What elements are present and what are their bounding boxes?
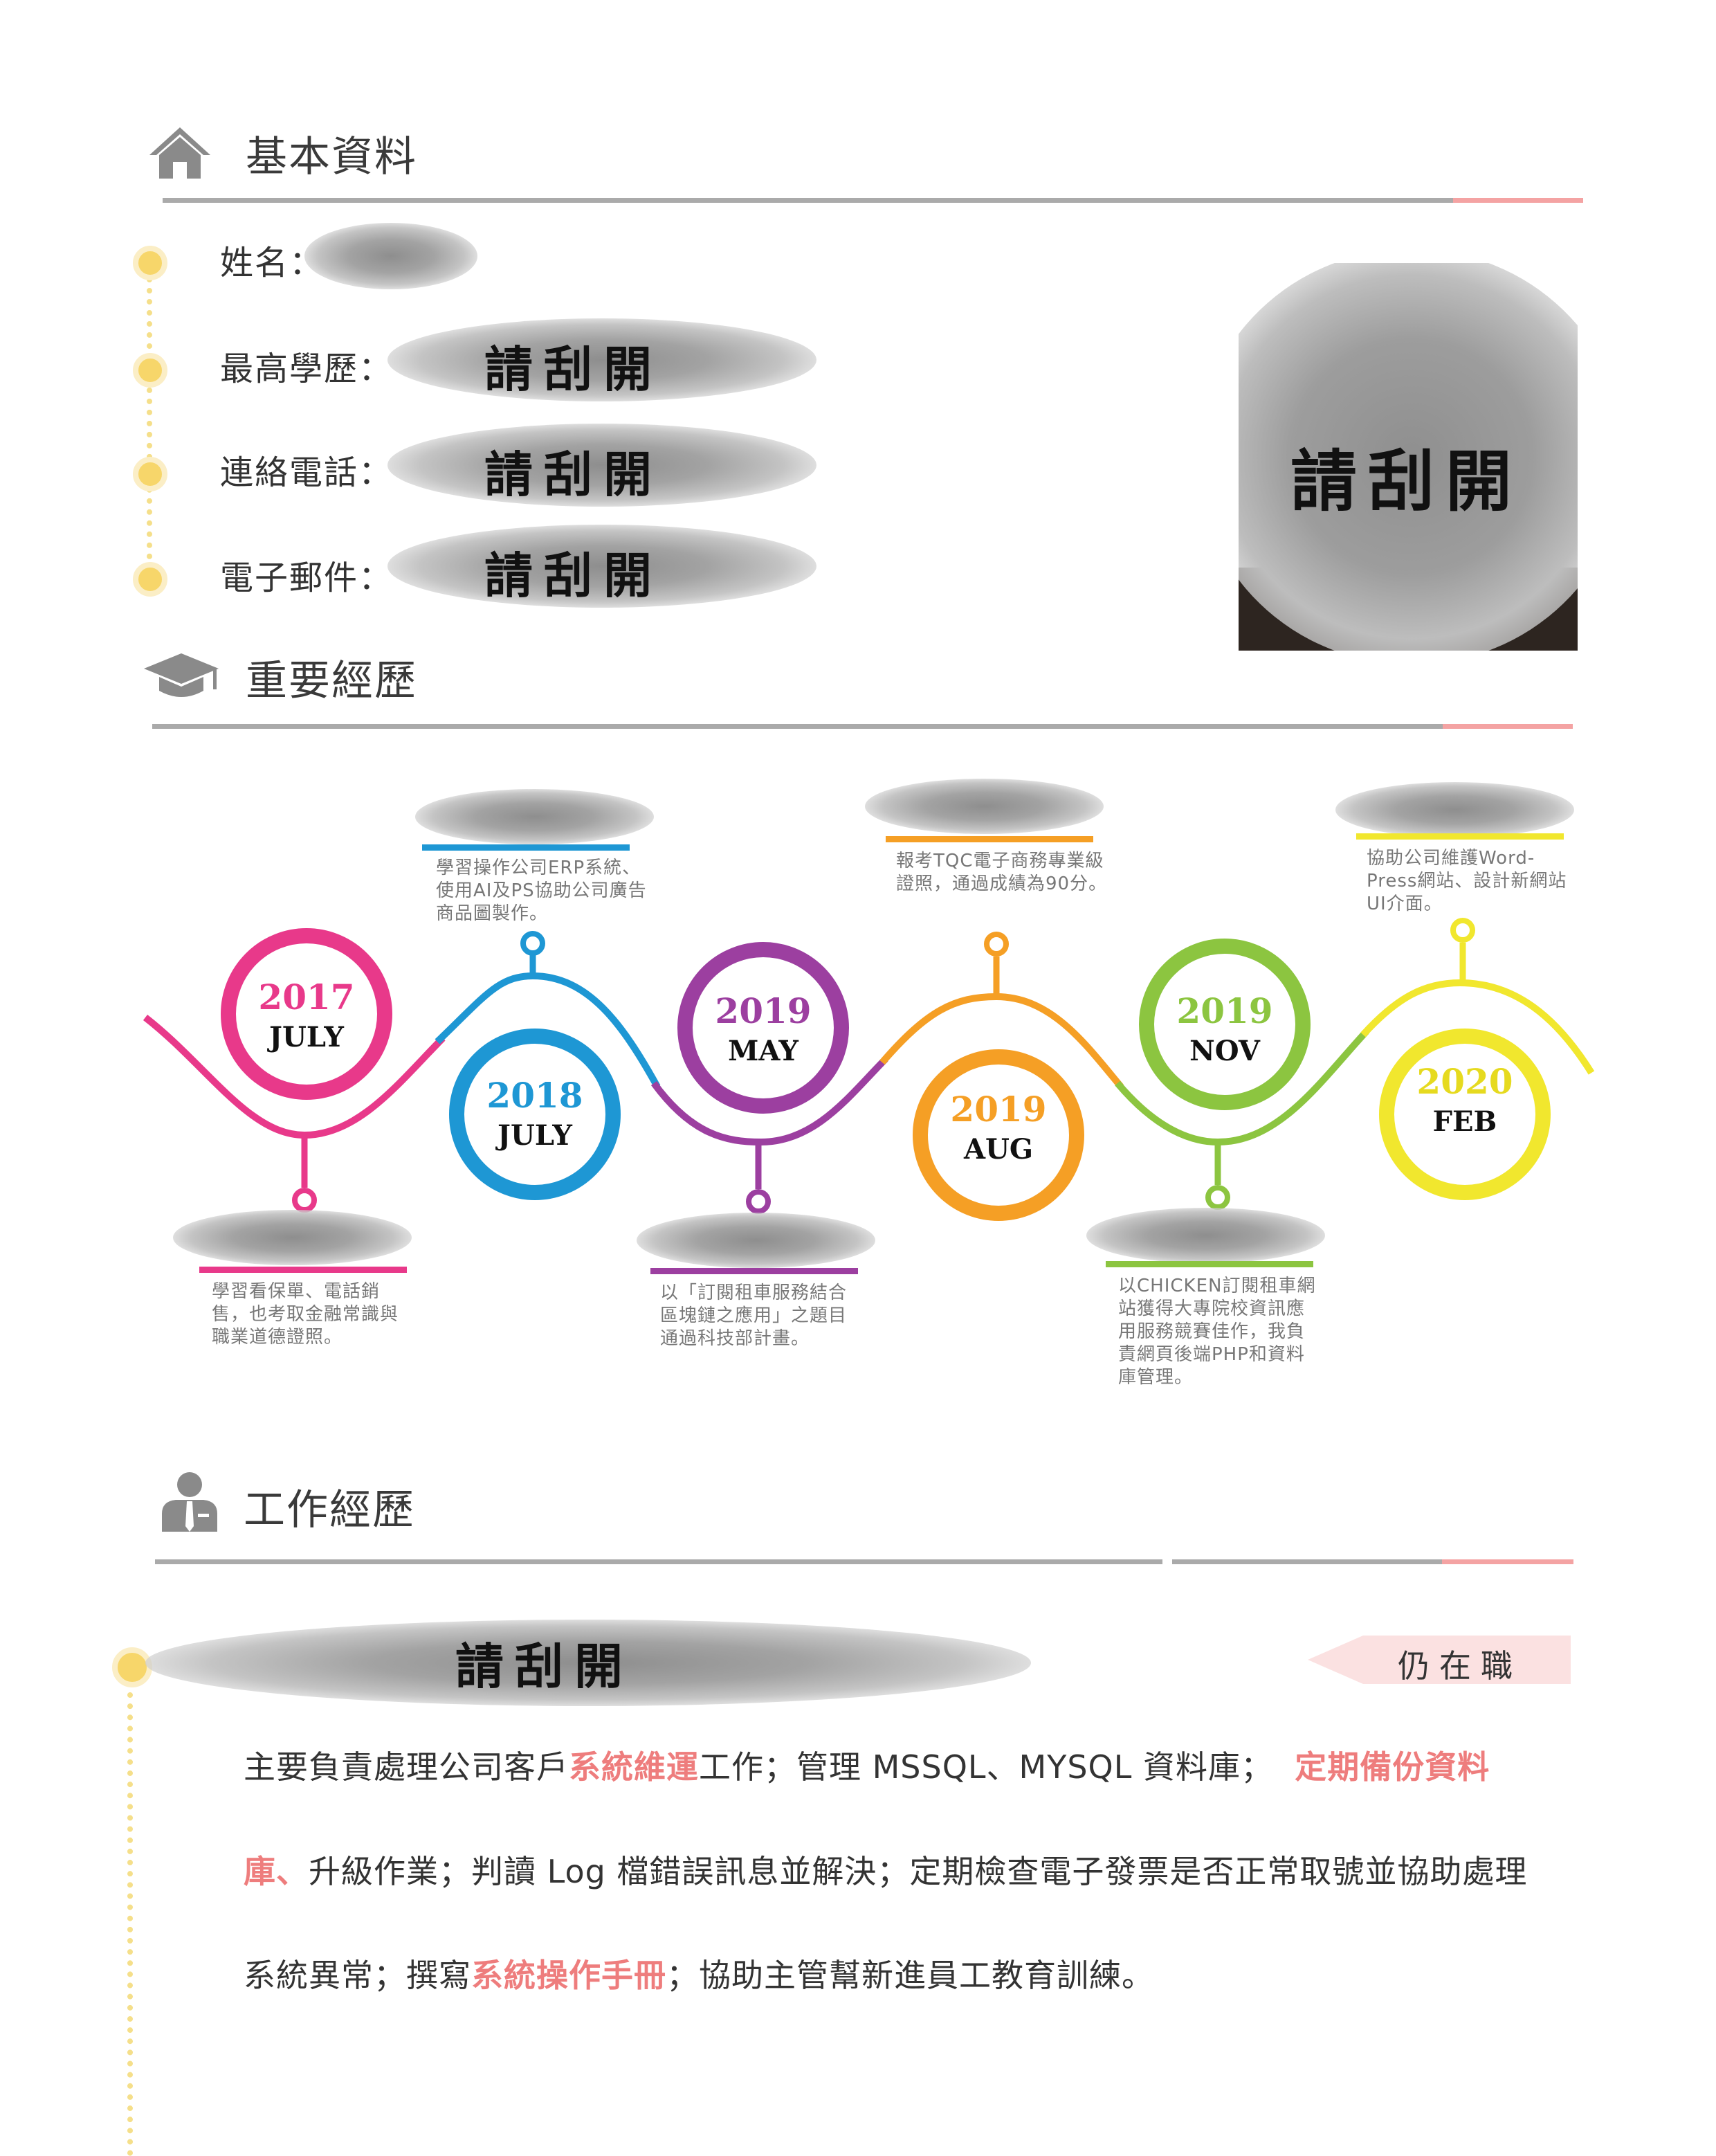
phone-label: 連絡電話： [220, 453, 394, 492]
home-icon [147, 125, 213, 180]
wave-segment-2019-nov [1115, 1029, 1369, 1146]
timeline-month: JULY [495, 1119, 572, 1152]
timeline-scratch-area[interactable] [1335, 782, 1574, 837]
name-scratch-area[interactable] [304, 223, 477, 289]
timeline-desc: 學習操作公司ERP系統、使用AI及PS協助公司廣告商品圖製作。 [436, 858, 647, 924]
section-rule-accent [1443, 724, 1573, 729]
section-title-basic: 基本資料 [246, 133, 417, 181]
timeline-scratch-area[interactable] [865, 779, 1104, 834]
timeline-scratch-area[interactable] [173, 1210, 412, 1265]
education-scratch-text: 請刮開 [484, 341, 663, 398]
bullet-dot [133, 246, 167, 280]
education-label: 最高學歷： [220, 350, 394, 388]
timeline-year: 2019 [715, 990, 811, 1031]
company-scratch-text: 請刮開 [455, 1638, 634, 1695]
timeline-month: JULY [267, 1021, 344, 1053]
timeline-scratch-area[interactable] [1086, 1208, 1325, 1263]
email-label: 電子郵件： [220, 559, 394, 597]
bullet-dot [112, 1647, 152, 1687]
wave-segment-2018 [435, 972, 661, 1089]
phone-scratch-text: 請刮開 [484, 446, 663, 503]
section-rule-accent [1453, 198, 1583, 203]
timeline-desc: 以CHICKEN訂閱租車網站獲得大專院校資訊應用服務競賽佳作，我負責網頁後端PH… [1118, 1276, 1316, 1388]
bullet-dot [133, 353, 167, 388]
wave-segment-2019-may [650, 1056, 888, 1146]
section-rule [152, 724, 1443, 729]
bullet-connector [127, 1692, 137, 2156]
wave-segment-2020 [1360, 979, 1595, 1075]
section-rule [163, 198, 1454, 203]
status-text: 仍在職 [1398, 1647, 1522, 1685]
businessman-icon [161, 1471, 219, 1533]
photo-scratch-text: 請刮開 [1290, 443, 1523, 520]
timeline-card-bar [199, 1267, 407, 1273]
work-desc-line1: 主要負責處理公司客戶系統維運工作；管理 MSSQL、MYSQL 資料庫； 定期備… [244, 1748, 1490, 1786]
bullet-connector [147, 277, 156, 581]
timeline-desc: 報考TQC電子商務專業級證照，通過成績為90分。 [896, 851, 1108, 894]
timeline-scratch-area[interactable] [415, 789, 654, 844]
timeline-year: 2017 [258, 977, 354, 1017]
timeline-month: AUG [963, 1133, 1033, 1166]
timeline-year: 2019 [950, 1089, 1046, 1130]
work-desc-line2: 庫、升級作業；判讀 Log 檔錯誤訊息並解決；定期檢查電子發票是否正常取號並協助… [244, 1853, 1528, 1890]
section-title-work: 工作經歷 [244, 1486, 415, 1534]
company-scratch-area[interactable] [145, 1620, 1031, 1706]
work-desc-line3: 系統異常；撰寫系統操作手冊；協助主管幫新進員工教育訓練。 [244, 1957, 1154, 1994]
timeline-year: 2019 [1176, 990, 1272, 1031]
wave-segment-2019-aug [879, 993, 1124, 1089]
timeline-year: 2020 [1416, 1061, 1513, 1102]
ring-2019-may [677, 942, 849, 1114]
email-scratch-area[interactable] [387, 525, 816, 608]
timeline-card-bar [1356, 833, 1564, 840]
wave-segment-2017 [143, 1015, 446, 1139]
timeline-card-bar [650, 1268, 858, 1274]
ring-2018 [449, 1029, 621, 1200]
section-rule [1172, 1559, 1442, 1564]
timeline-month: FEB [1433, 1105, 1497, 1138]
bullet-dot [133, 562, 167, 597]
education-scratch-area[interactable] [387, 318, 816, 401]
ring-2020 [1379, 1029, 1551, 1200]
email-scratch-text: 請刮開 [484, 547, 663, 604]
timeline-scratch-area[interactable] [637, 1213, 875, 1268]
timeline-desc: 學習看保單、電話銷售，也考取金融常識與職業道德證照。 [212, 1281, 399, 1348]
timeline-month: NOV [1189, 1035, 1261, 1067]
section-rule [155, 1559, 1162, 1564]
timeline-card-bar [886, 836, 1093, 842]
section-title-experience: 重要經歷 [246, 657, 417, 705]
timeline-year: 2018 [486, 1075, 583, 1116]
timeline: 2017 JULY 2018 JULY 2019 MAY 2019 AUG 20… [143, 918, 1595, 1221]
ring-2019-aug [913, 1049, 1084, 1221]
section-rule-accent [1442, 1559, 1573, 1564]
status-badge: 仍在職 [1308, 1636, 1571, 1685]
timeline-desc: 協助公司維護Word-Press網站、設計新網站UI介面。 [1367, 848, 1567, 914]
graduation-cap-icon [141, 651, 221, 703]
ring-2019-nov [1139, 939, 1311, 1110]
timeline-month: MAY [728, 1035, 798, 1067]
timeline-desc: 以「訂閱租車服務結合區塊鏈之應用」之題目通過科技部計畫。 [660, 1283, 848, 1349]
phone-scratch-area[interactable] [387, 424, 816, 507]
timeline-card-bar [1106, 1261, 1313, 1267]
ring-2017 [221, 928, 392, 1100]
timeline-card-bar [422, 844, 630, 851]
bullet-dot [133, 457, 167, 491]
profile-photo[interactable] [1239, 263, 1578, 651]
